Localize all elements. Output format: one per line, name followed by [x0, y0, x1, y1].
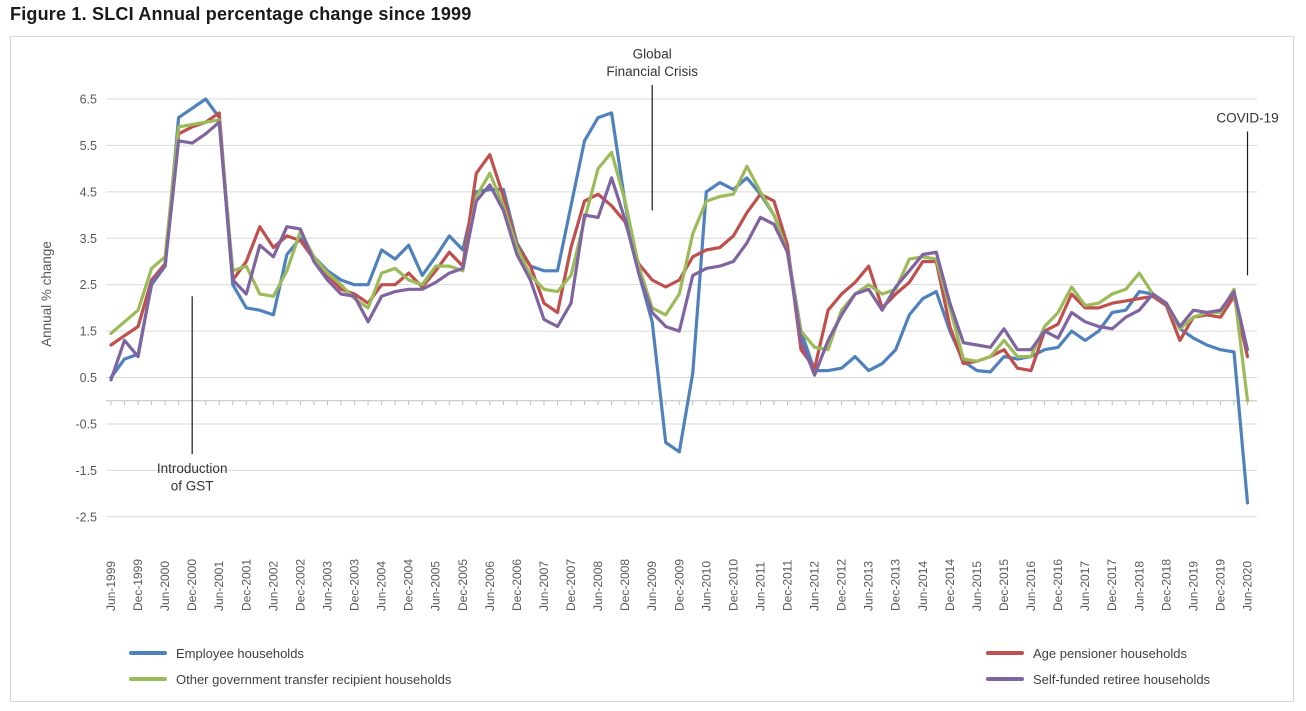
- x-tick-label-Dec-2012: Dec-2012: [835, 559, 849, 611]
- y-tick-label: 5.5: [80, 139, 97, 153]
- x-tick-label-Jun-2004: Jun-2004: [375, 561, 389, 611]
- x-tick-label-Dec-2007: Dec-2007: [564, 559, 578, 611]
- legend-item-age-pensioner-households: Age pensioner households: [986, 644, 1187, 662]
- legend-swatch: [986, 677, 1024, 681]
- x-tick-label-Jun-2001: Jun-2001: [212, 561, 226, 611]
- y-axis-labels: 6.5 5.5 4.5 3.5 2.5 1.5 0.5 -0.5 -1.5 -2.5: [75, 93, 97, 525]
- x-tick-label-Jun-2002: Jun-2002: [266, 561, 280, 611]
- annotation-text-gst: of GST: [171, 479, 214, 494]
- legend-swatch: [129, 677, 167, 681]
- x-tick-label-Dec-2000: Dec-2000: [185, 559, 199, 611]
- x-tick-label-Jun-2013: Jun-2013: [862, 561, 876, 611]
- series-lines: [109, 97, 1250, 505]
- x-tick-label-Dec-2016: Dec-2016: [1051, 559, 1065, 611]
- y-tick-label: -1.5: [75, 464, 97, 478]
- x-tick-label-Dec-2015: Dec-2015: [997, 559, 1011, 611]
- x-tick-label-Dec-2011: Dec-2011: [781, 560, 795, 611]
- x-tick-label-Dec-2006: Dec-2006: [510, 559, 524, 611]
- line-chart: 6.5 5.5 4.5 3.5 2.5 1.5 0.5 -0.5 -1.5 -2.5 Jun-19…: [39, 47, 1279, 611]
- x-tick-label-Dec-2014: Dec-2014: [943, 559, 957, 611]
- annotation-covid: COVID-19: [1216, 110, 1279, 276]
- x-tick-label-Dec-2003: Dec-2003: [348, 559, 362, 611]
- x-tick-label-Dec-2005: Dec-2005: [456, 559, 470, 611]
- x-tick-label-Jun-1999: Jun-1999: [104, 561, 118, 611]
- series-line-other-government-transfer-recipient-households: [109, 118, 1250, 403]
- x-tick-label-Jun-2011: Jun-2011: [753, 562, 767, 611]
- legend-label: Self-funded retiree households: [1033, 671, 1211, 687]
- annotation-gst: Introduction of GST: [157, 296, 228, 494]
- x-tick-label-Dec-2009: Dec-2009: [672, 559, 686, 611]
- chart-area: 6.5 5.5 4.5 3.5 2.5 1.5 0.5 -0.5 -1.5 -2.5 Jun-19…: [10, 36, 1294, 702]
- y-tick-label: -2.5: [75, 510, 97, 524]
- x-tick-label-Dec-2017: Dec-2017: [1105, 559, 1119, 611]
- x-tick-label-Jun-2010: Jun-2010: [699, 561, 713, 611]
- x-tick-label-Jun-2000: Jun-2000: [158, 561, 172, 611]
- x-tick-label-Dec-2004: Dec-2004: [402, 559, 416, 611]
- series-line-employee-households: [109, 97, 1250, 505]
- y-tick-label: -0.5: [75, 417, 97, 431]
- x-tick-label-Jun-2017: Jun-2017: [1078, 561, 1092, 611]
- legend-item-other-government-transfer-recipient-households: Other government transfer recipient hous…: [129, 670, 451, 688]
- x-tick-label-Jun-2008: Jun-2008: [591, 561, 605, 611]
- legend-item-employee-households: Employee households: [129, 644, 304, 662]
- x-tick-label-Dec-2019: Dec-2019: [1213, 559, 1227, 611]
- x-tick-label-Jun-2009: Jun-2009: [645, 561, 659, 611]
- x-tick-label-Dec-2010: Dec-2010: [726, 559, 740, 611]
- x-tick-label-Jun-2018: Jun-2018: [1132, 561, 1146, 611]
- y-tick-label: 0.5: [80, 371, 97, 385]
- annotation-text-gfc: Global: [633, 47, 672, 62]
- x-axis-labels: Jun-1999 Dec-1999 Jun-2000 Dec-2000 Jun-2001…: [104, 559, 1255, 611]
- x-tick-label-Jun-2020: Jun-2020: [1241, 561, 1255, 611]
- x-tick-label-Jun-2007: Jun-2007: [537, 561, 551, 611]
- series-line-self-funded-retiree-households: [109, 120, 1250, 382]
- series-line-age-pensioner-households: [109, 111, 1250, 373]
- y-tick-label: 1.5: [80, 325, 97, 339]
- x-tick-label-Jun-2012: Jun-2012: [808, 561, 822, 611]
- x-tick-label-Jun-2005: Jun-2005: [429, 561, 443, 611]
- category-axis: [106, 400, 1257, 406]
- legend-swatch: [129, 651, 167, 655]
- y-tick-label: 2.5: [80, 278, 97, 292]
- legend-label: Age pensioner households: [1033, 645, 1187, 661]
- y-tick-label: 3.5: [80, 232, 97, 246]
- x-tick-label-Jun-2014: Jun-2014: [916, 561, 930, 611]
- x-tick-label-Dec-2008: Dec-2008: [618, 559, 632, 611]
- annotations: Introduction of GST Global Financial Crisis…: [157, 47, 1279, 494]
- y-tick-label: 4.5: [80, 185, 97, 199]
- x-tick-label-Dec-1999: Dec-1999: [131, 559, 145, 611]
- x-tick-label-Dec-2002: Dec-2002: [293, 559, 307, 611]
- x-tick-label-Dec-2001: Dec-2001: [239, 559, 253, 611]
- annotation-text-gst: Introduction: [157, 461, 228, 476]
- legend-label: Other government transfer recipient hous…: [176, 671, 452, 687]
- x-tick-label-Jun-2006: Jun-2006: [483, 561, 497, 611]
- legend-label: Employee households: [176, 645, 304, 661]
- y-tick-label: 6.5: [80, 93, 97, 107]
- x-tick-label-Jun-2016: Jun-2016: [1024, 561, 1038, 611]
- x-tick-label-Jun-2015: Jun-2015: [970, 561, 984, 611]
- annotation-text-covid: COVID-19: [1216, 110, 1278, 125]
- annotation-text-gfc: Financial Crisis: [606, 64, 698, 79]
- legend-item-self-funded-retiree-households: Self-funded retiree households: [986, 670, 1210, 688]
- figure-title: Figure 1. SLCI Annual percentage change …: [10, 4, 472, 24]
- x-tick-label-Dec-2018: Dec-2018: [1159, 559, 1173, 611]
- x-tick-label-Jun-2019: Jun-2019: [1186, 561, 1200, 611]
- x-tick-label-Dec-2013: Dec-2013: [889, 559, 903, 611]
- annotation-gfc: Global Financial Crisis: [606, 47, 698, 211]
- x-tick-label-Jun-2003: Jun-2003: [320, 561, 334, 611]
- y-axis-title: Annual % change: [39, 241, 54, 347]
- legend-swatch: [986, 651, 1024, 655]
